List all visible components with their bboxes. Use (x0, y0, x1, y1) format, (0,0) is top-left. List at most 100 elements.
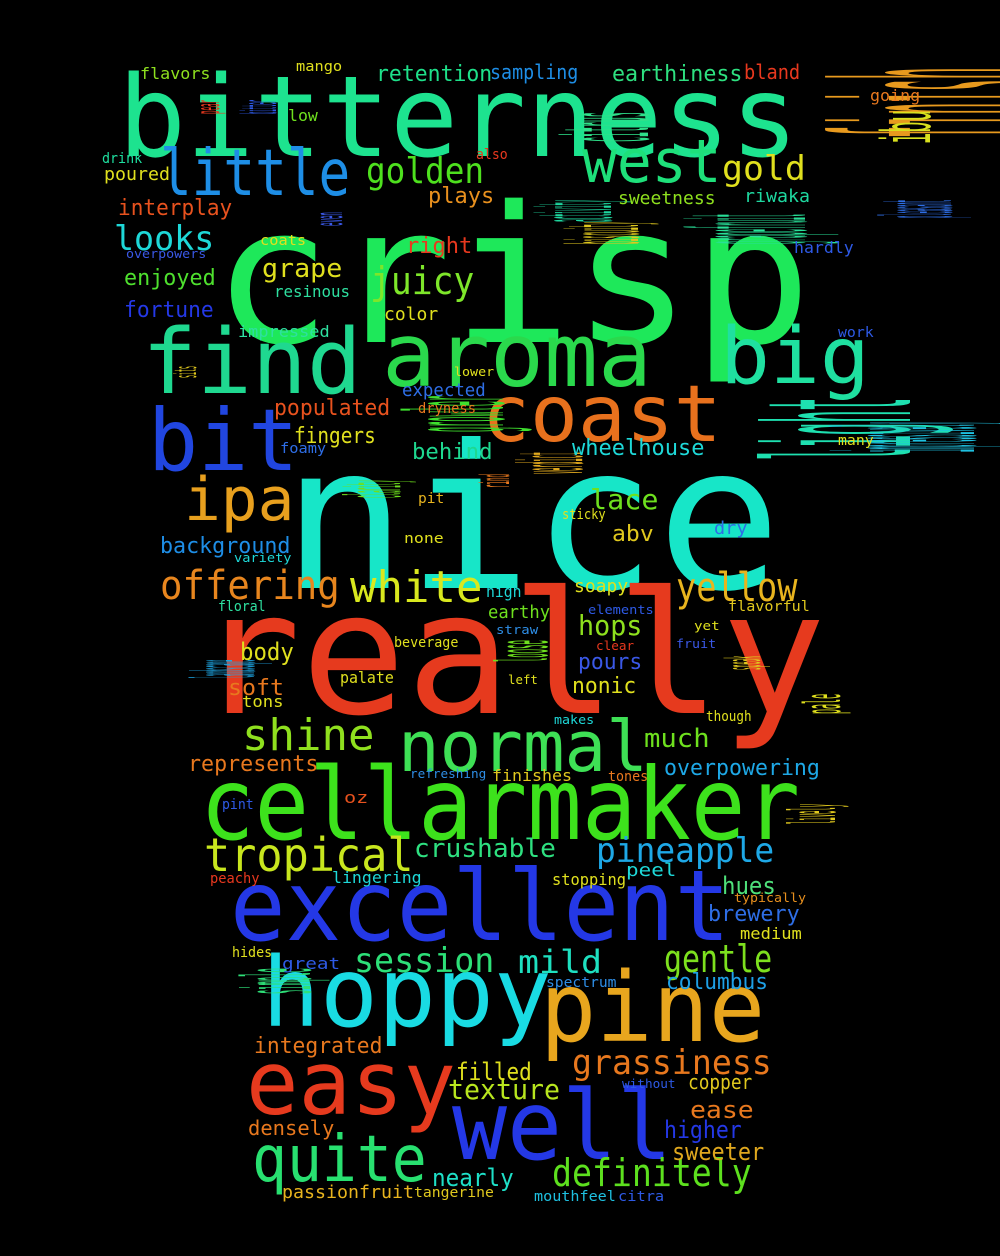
cloud-word: mango (296, 59, 343, 75)
cloud-word: retention (376, 62, 493, 87)
cloud-word: fruit (676, 637, 717, 651)
cloud-word: juicy (370, 259, 475, 303)
cloud-word: right (406, 234, 473, 259)
cloud-word: lace (590, 483, 659, 516)
cloud-word: drink (102, 151, 143, 167)
cloud-word: even (307, 212, 351, 226)
cloud-word: peachy (210, 871, 260, 887)
cloud-word: earthiness (612, 62, 743, 87)
cloud-word: cellarmaker (200, 746, 801, 863)
cloud-word: little (160, 137, 351, 211)
cloud-word: biscuity (548, 221, 662, 244)
cloud-word: tones (608, 769, 649, 785)
cloud-word: palate (340, 668, 394, 687)
cloud-word: makes (554, 713, 595, 727)
cloud-word: oz (344, 788, 369, 807)
cloud-word: passionfruit (282, 1182, 414, 1203)
cloud-word: coast (482, 370, 722, 460)
cloud-word: activity (517, 199, 636, 222)
cloud-word: copper (688, 1070, 753, 1094)
cloud-word: flavors (140, 64, 211, 83)
cloud-word: loose (482, 640, 564, 662)
cloud-word: great (282, 954, 341, 973)
cloud-word: dryness (418, 401, 477, 417)
cloud-word: pine (540, 952, 766, 1064)
cloud-word: easy (246, 1032, 457, 1135)
cloud-word: medium (740, 924, 802, 943)
cloud-word: bitter (232, 99, 288, 114)
cloud-word: golden (366, 151, 485, 192)
cloud-word: straw (496, 623, 539, 637)
cloud-word: left (508, 673, 538, 687)
cloud-word: color (384, 304, 439, 325)
cloud-word: mild (518, 943, 603, 981)
cloud-word: grassiness (572, 1043, 772, 1083)
cloud-word: tangerine (414, 1185, 494, 1201)
cloud-word: well (452, 1070, 673, 1182)
cloud-word: typically (734, 891, 807, 905)
cloud-word: refreshing (410, 767, 487, 781)
cloud-word: pear (189, 99, 227, 114)
cloud-word: pint (222, 797, 254, 813)
cloud-word: definitely (552, 1151, 752, 1195)
cloud-word: resinous (274, 282, 351, 301)
cloud-word: speak (716, 655, 772, 670)
cloud-word: gentle (664, 937, 773, 981)
cloud-word: fingers (294, 424, 376, 449)
cloud-word: mouthfeel (534, 1189, 616, 1205)
cloud-word: big (720, 312, 870, 402)
cloud-word: sweeter (672, 1138, 765, 1166)
cloud-word: wheelhouse (572, 436, 705, 461)
cloud-word: without (622, 1077, 676, 1091)
cloud-word: citra (618, 1189, 665, 1205)
cloud-word: work (838, 325, 874, 341)
cloud-word: none (404, 531, 444, 547)
cloud-word: shine (242, 710, 375, 761)
cloud-word: citrus (538, 112, 676, 142)
cloud-word: also (476, 147, 508, 163)
cloud-word: background (160, 534, 291, 559)
cloud-word: ease (690, 1096, 754, 1124)
cloud-word: hardly (794, 238, 854, 257)
cloud-word: riwaka (744, 186, 811, 207)
cloud-word: session (354, 941, 495, 981)
cloud-word: hoppy (262, 937, 552, 1049)
cloud-word: hides (232, 945, 273, 961)
cloud-word: lively (777, 803, 851, 824)
cloud-word: flavorful (728, 599, 810, 615)
cloud-word: body (240, 638, 294, 666)
cloud-word: soapy (574, 576, 629, 597)
cloud-word: tons (242, 692, 284, 711)
cloud-word: dry (714, 518, 748, 539)
cloud-word: ipa (184, 465, 295, 535)
cloud-word: foamy (280, 441, 327, 457)
cloud-word: grape (262, 254, 343, 284)
cloud-word: high (486, 582, 522, 601)
cloud-word: elements (588, 603, 654, 617)
cloud-word: landscape (175, 659, 275, 678)
cloud-word: soft (228, 676, 285, 701)
cloud-word: variety (234, 551, 292, 565)
cloud-word: nearly (432, 1164, 514, 1192)
cloud-word: find (142, 310, 362, 415)
cloud-word: brewery (708, 902, 800, 927)
cloud-word: impressed (238, 322, 330, 341)
cloud-word: gold (722, 149, 806, 189)
cloud-word: pit (418, 491, 445, 507)
cloud-word: crisp (212, 166, 812, 387)
cloud-word: nonic (572, 674, 637, 699)
cloud-word: peel (626, 860, 677, 881)
cloud-word: sticky (562, 507, 606, 523)
cloud-word: clear (596, 639, 635, 653)
cloud-word: quite (252, 1123, 427, 1197)
cloud-word: low (288, 106, 318, 125)
cloud-word: expected (402, 380, 486, 401)
cloud-word: bland (744, 60, 801, 84)
cloud-word: bit (148, 391, 299, 491)
cloud-word: aroma (382, 304, 652, 407)
cloud-word: hues (722, 872, 776, 900)
cloud-word: clarity (329, 480, 418, 498)
cloud-word: lower (454, 365, 495, 379)
cloud-word: overpowering (664, 756, 820, 781)
